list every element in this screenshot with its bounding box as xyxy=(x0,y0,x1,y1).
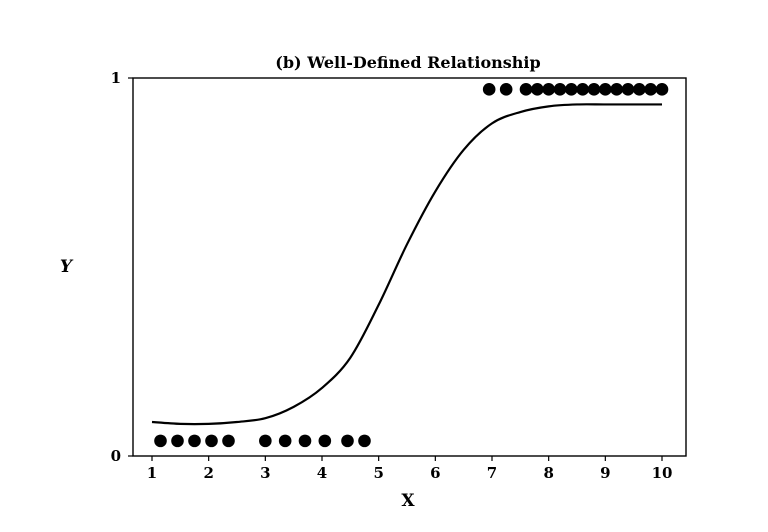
data-point xyxy=(499,83,513,96)
fitted-curve xyxy=(151,103,662,426)
data-point xyxy=(576,83,589,96)
x-tick-label: 8 xyxy=(543,464,553,482)
y-axis-label: Y xyxy=(60,257,74,277)
data-point xyxy=(259,434,272,448)
x-tick-label: 5 xyxy=(373,464,383,482)
data-point xyxy=(531,83,544,96)
data-point xyxy=(587,83,601,96)
data-point xyxy=(610,83,623,96)
x-tick-label: 1 xyxy=(147,464,157,482)
data-point xyxy=(341,434,354,448)
plot-area: 1 2 3 4 5 6 7 8 9 10 0 1 xyxy=(111,69,687,482)
chart-title: (b) Well-Defined Relationship xyxy=(275,53,540,72)
x-tick-label: 2 xyxy=(203,464,213,482)
data-point xyxy=(599,83,612,96)
x-tick-label: 7 xyxy=(487,464,497,482)
data-point xyxy=(633,83,646,96)
x-tick-label: 3 xyxy=(260,464,270,482)
data-point xyxy=(482,83,496,96)
data-point xyxy=(205,434,218,448)
data-point xyxy=(565,83,578,96)
x-tick-label: 6 xyxy=(430,464,440,482)
data-point xyxy=(553,83,567,96)
data-point xyxy=(621,83,635,96)
data-point xyxy=(358,434,371,448)
data-point xyxy=(298,434,312,448)
x-tick-label: 10 xyxy=(652,464,673,482)
data-point xyxy=(171,434,184,448)
data-point xyxy=(542,83,555,96)
y-tick-label: 1 xyxy=(111,69,121,87)
y-tick-label: 0 xyxy=(111,447,121,465)
plot-frame xyxy=(132,77,687,457)
data-point xyxy=(644,83,657,96)
x-tick-label: 9 xyxy=(600,464,610,482)
x-tick-label: 4 xyxy=(317,464,327,482)
data-point xyxy=(154,434,167,448)
data-point xyxy=(222,434,235,448)
x-axis-label: X xyxy=(401,491,415,511)
data-point xyxy=(188,434,201,448)
data-point xyxy=(655,83,669,96)
data-point xyxy=(278,434,292,448)
data-point xyxy=(318,434,332,448)
data-point xyxy=(519,83,533,96)
